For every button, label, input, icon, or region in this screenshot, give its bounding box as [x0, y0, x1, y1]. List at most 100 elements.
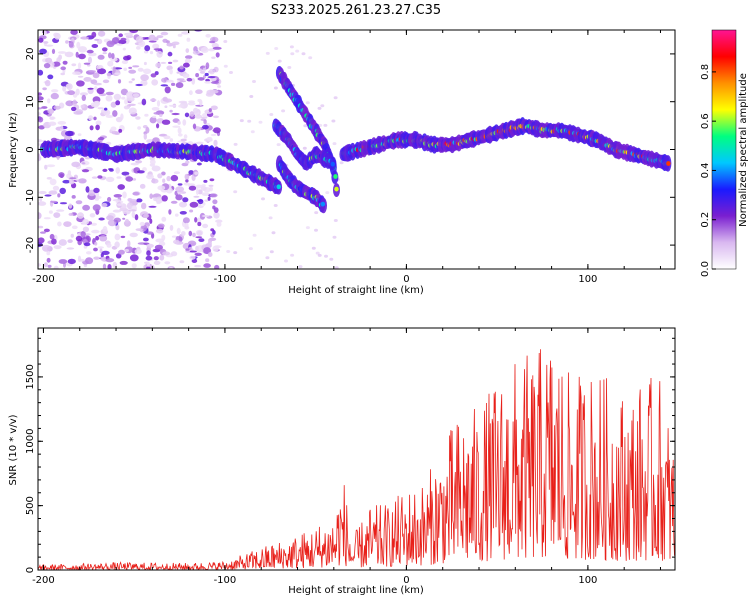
noise-cell	[105, 258, 115, 263]
noise-cell	[175, 213, 179, 217]
colorbar-tick-label: 0.6	[700, 113, 711, 129]
noise-cell	[111, 130, 119, 135]
noise-cell	[156, 201, 161, 205]
noise-cell	[189, 201, 199, 208]
noise-cell	[113, 194, 123, 198]
noise-cell	[308, 56, 313, 60]
noise-cell	[165, 79, 174, 83]
noise-cell	[106, 243, 112, 248]
y-tick-label: 1500	[25, 364, 36, 389]
noise-cell	[269, 113, 274, 116]
noise-cell	[102, 52, 107, 55]
noise-cell	[47, 108, 54, 115]
noise-cell	[205, 62, 210, 70]
noise-cell	[250, 130, 255, 134]
noise-cell	[185, 55, 193, 59]
track-cell	[276, 184, 281, 190]
noise-cell	[223, 64, 228, 68]
noise-cell	[189, 250, 198, 253]
noise-cell	[41, 106, 48, 109]
spectrogram-y-ticks: 20 10 0 -10 -20	[25, 48, 675, 253]
noise-cell	[88, 115, 94, 121]
noise-cell	[205, 258, 210, 263]
noise-cell	[42, 87, 47, 91]
noise-cell	[156, 123, 160, 129]
noise-cell	[314, 228, 318, 232]
noise-cell	[196, 230, 203, 236]
noise-cell	[137, 67, 144, 72]
spectrogram-x-ticks: -200 -100 0 100	[32, 30, 661, 285]
noise-cell	[290, 253, 295, 257]
noise-cell	[207, 76, 216, 79]
noise-cell	[146, 250, 151, 256]
noise-cell	[158, 241, 166, 246]
noise-cell	[49, 178, 57, 186]
noise-cell	[289, 45, 294, 49]
noise-cell	[38, 112, 41, 116]
noise-cell	[329, 257, 334, 261]
noise-cell	[57, 221, 62, 227]
noise-cell	[69, 177, 77, 180]
noise-cell	[135, 83, 143, 87]
noise-cell	[177, 127, 182, 134]
noise-cell	[68, 203, 73, 209]
noise-cell	[189, 255, 196, 260]
colorbar-tick-label: 0.0	[700, 261, 711, 277]
noise-cell	[265, 256, 270, 260]
noise-cell	[192, 123, 197, 130]
noise-cell	[89, 213, 96, 218]
noise-cell	[92, 72, 100, 79]
noise-cell	[98, 137, 105, 141]
noise-cell	[216, 221, 222, 227]
noise-cell	[162, 178, 166, 183]
noise-cell	[179, 260, 185, 264]
snr-frame	[37, 327, 676, 571]
noise-cell	[104, 107, 108, 111]
noise-cell	[317, 106, 322, 110]
noise-cell	[38, 237, 45, 244]
noise-cell	[181, 31, 190, 35]
noise-cell	[331, 119, 336, 123]
noise-cell	[58, 239, 67, 246]
snr-x-label: Height of straight line (km)	[288, 585, 424, 596]
noise-cell	[102, 226, 108, 233]
noise-cell	[82, 204, 90, 211]
noise-cell	[72, 99, 77, 107]
noise-cell	[43, 63, 51, 69]
noise-cell	[60, 125, 64, 131]
noise-cell	[116, 176, 122, 179]
noise-cell	[143, 133, 147, 140]
noise-cell	[97, 175, 103, 179]
x-tick-label: -200	[32, 575, 55, 586]
noise-cell	[46, 177, 52, 180]
noise-cell	[95, 124, 100, 131]
colorbar-tick-label: 0.4	[700, 162, 711, 178]
noise-cell	[113, 217, 122, 223]
noise-cell	[102, 79, 110, 84]
noise-cell	[128, 80, 133, 84]
noise-cell	[106, 215, 114, 221]
spectrogram-y-label: Frequency (Hz)	[8, 112, 19, 188]
noise-cell	[57, 121, 67, 125]
noise-cell	[65, 83, 71, 89]
noise-cell	[128, 69, 137, 74]
noise-cell	[149, 159, 156, 165]
noise-cell	[197, 205, 204, 209]
noise-cell	[107, 60, 114, 67]
noise-cell	[98, 217, 105, 221]
noise-cell	[93, 82, 102, 86]
y-tick-label: 0	[25, 567, 36, 573]
noise-cell	[200, 65, 206, 69]
noise-cell	[155, 228, 164, 234]
noise-cell	[325, 191, 330, 195]
noise-cell	[177, 120, 181, 125]
noise-cell	[142, 167, 147, 172]
noise-cell	[247, 119, 252, 123]
noise-cell	[193, 107, 199, 114]
noise-cell	[53, 245, 62, 250]
noise-cell	[38, 143, 42, 146]
noise-cell	[60, 66, 66, 71]
noise-cell	[148, 205, 157, 208]
noise-cell	[210, 133, 217, 137]
noise-cell	[112, 110, 118, 117]
